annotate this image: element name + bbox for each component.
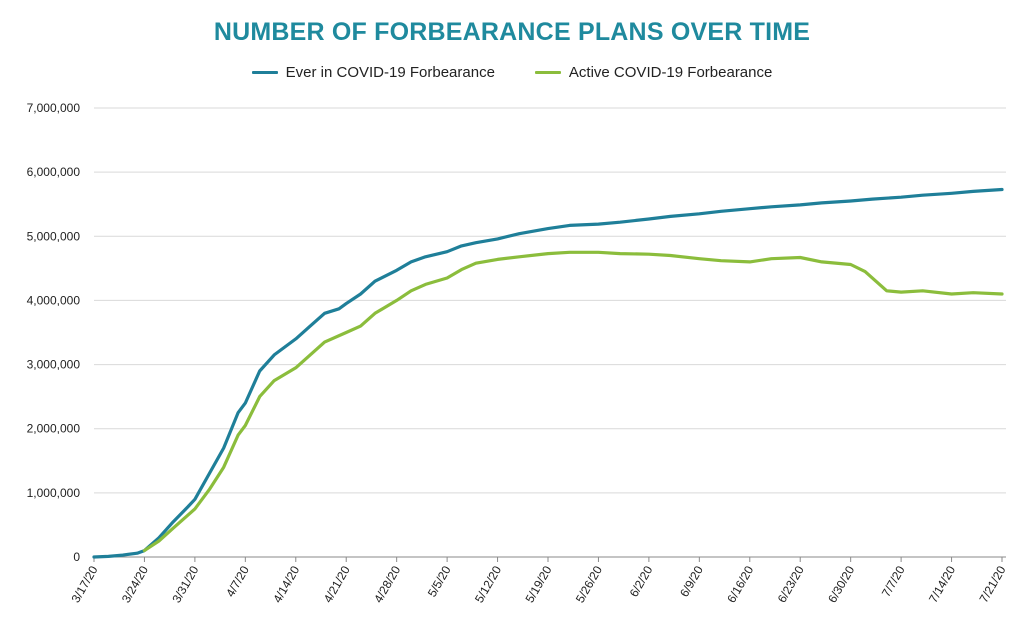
legend-item-ever: Ever in COVID-19 Forbearance — [251, 64, 495, 81]
x-tick-label: 6/16/20 — [724, 563, 756, 605]
y-tick-label: 4,000,000 — [27, 293, 81, 307]
y-tick-label: 5,000,000 — [27, 229, 81, 243]
y-axis: 0 1,000,000 2,000,000 3,000,000 4,000,000 5,0… — [27, 101, 81, 564]
x-tick-label: 3/17/20 — [68, 563, 100, 605]
x-tick-label: 6/9/20 — [677, 563, 706, 599]
series-line-ever — [92, 187, 1004, 559]
x-tick-label: 6/23/20 — [775, 563, 807, 605]
x-tick-label: 7/14/20 — [926, 563, 958, 605]
x-tick-label: 5/12/20 — [472, 563, 504, 605]
x-tick-label: 6/2/20 — [627, 563, 656, 599]
x-tick-label: 4/14/20 — [270, 563, 302, 605]
x-tick-label: 3/24/20 — [119, 563, 151, 605]
x-tick-label: 3/31/20 — [169, 563, 201, 605]
series-line-active — [142, 250, 1004, 553]
x-tick-label: 4/28/20 — [371, 563, 403, 605]
x-tick-label: 7/7/20 — [879, 563, 908, 599]
legend-swatch-active — [534, 71, 561, 74]
y-tick-label: 2,000,000 — [27, 422, 81, 436]
legend-label-active: Active COVID-19 Forbearance — [568, 64, 773, 81]
x-tick-label: 4/21/20 — [321, 563, 353, 605]
x-tick-label: 5/5/20 — [425, 563, 454, 599]
x-tick-label: 5/19/20 — [522, 563, 554, 605]
y-tick-label: 7,000,000 — [27, 101, 81, 115]
legend: Ever in COVID-19 Forbearance Active COVI… — [0, 64, 1024, 81]
x-tick-label: 5/26/20 — [573, 563, 605, 605]
gridlines — [94, 107, 1006, 558]
x-tick-label: 4/7/20 — [223, 563, 252, 599]
x-tick-label: 7/21/20 — [976, 563, 1008, 605]
legend-swatch-ever — [251, 71, 278, 74]
y-tick-label: 3,000,000 — [27, 358, 81, 372]
y-tick-label: 0 — [73, 550, 80, 564]
x-tick-label: 6/30/20 — [825, 563, 857, 605]
y-tick-label: 1,000,000 — [27, 486, 81, 500]
series-lines — [92, 187, 1004, 559]
legend-item-active: Active COVID-19 Forbearance — [534, 64, 773, 81]
y-tick-label: 6,000,000 — [27, 165, 81, 179]
x-axis: 3/17/20 3/24/20 3/31/20 4/7/20 4/14/20 4/21/2… — [68, 557, 1009, 605]
chart-title: NUMBER OF FORBEARANCE PLANS OVER TIME — [213, 18, 811, 46]
legend-label-ever: Ever in COVID-19 Forbearance — [285, 64, 495, 81]
